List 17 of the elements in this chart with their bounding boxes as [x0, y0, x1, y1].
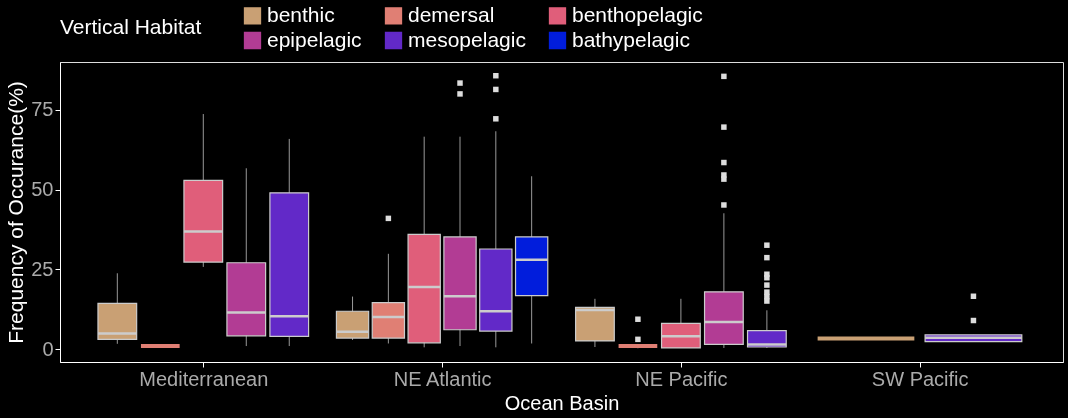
y-tick-label: 25: [31, 257, 54, 280]
x-axis-title: Ocean Basin: [504, 391, 620, 414]
legend-label: benthic: [267, 2, 335, 26]
legend-label: epipelagic: [267, 27, 362, 51]
x-tick-label: Mediterranean: [139, 367, 269, 390]
x-tick-label: NE Atlantic: [393, 367, 492, 390]
x-tick-label: SW Pacific: [871, 367, 969, 390]
legend-label: demersal: [408, 2, 495, 26]
legend-title: Vertical Habitat: [60, 15, 202, 38]
y-tick-label: 75: [31, 98, 54, 121]
y-tick-label: 50: [31, 178, 54, 201]
y-tick-label: 0: [42, 337, 54, 360]
x-tick-label: NE Pacific: [635, 367, 728, 390]
legend-label: bathypelagic: [572, 27, 690, 51]
y-axis-title: Frequency of Occurance(%): [4, 81, 28, 344]
legend-label: benthopelagic: [572, 2, 703, 26]
legend-label: mesopelagic: [408, 27, 526, 51]
